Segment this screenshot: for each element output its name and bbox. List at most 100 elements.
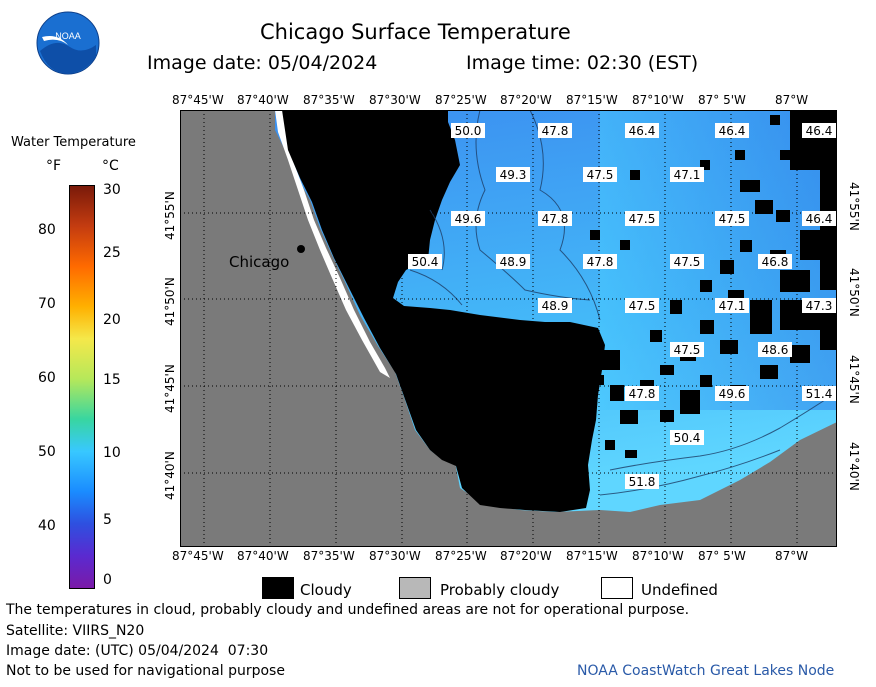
- lon-tick-label: 87°45'W: [172, 93, 224, 107]
- satellite: Satellite: VIIRS_N20: [6, 623, 145, 639]
- lon-tick-label: 87°10'W: [632, 93, 684, 107]
- lon-tick-label: 87°25'W: [435, 93, 487, 107]
- c-tick: 0: [103, 572, 112, 588]
- lat-tick-label: 41°50'N: [163, 277, 177, 326]
- temp-label-bg: [715, 386, 749, 401]
- temperature-labels: 50.0 47.8 46.4 46.4 46.4 49.3 47.5 47.1 49.6 47.8…: [408, 123, 836, 489]
- temp-label-bg: [758, 254, 792, 269]
- temp-label: 48.9: [542, 299, 569, 313]
- city-label: Chicago: [229, 253, 290, 271]
- map-grid: [180, 110, 837, 547]
- temp-label-bg: [451, 211, 485, 226]
- temp-label-bg: [496, 167, 530, 182]
- temp-label-bg: [802, 298, 836, 313]
- lon-tick-label: 87°35'W: [303, 549, 355, 563]
- temp-label: 47.5: [719, 212, 746, 226]
- cloudy-swatch: [262, 577, 294, 599]
- temp-label-bg: [625, 211, 659, 226]
- lon-tick-label: 87°15'W: [566, 549, 618, 563]
- c-tick: 5: [103, 512, 112, 528]
- lon-tick-label: 87° 5'W: [698, 93, 746, 107]
- lat-tick-label: 41°40'N: [163, 451, 177, 500]
- temp-label-bg: [408, 254, 442, 269]
- temp-label: 49.6: [455, 212, 482, 226]
- temp-label-bg: [451, 123, 485, 138]
- temp-label: 49.6: [719, 387, 746, 401]
- temp-label-bg: [625, 298, 659, 313]
- lon-tick-label: 87°30'W: [369, 93, 421, 107]
- temp-label-bg: [715, 211, 749, 226]
- temp-label: 47.8: [542, 212, 569, 226]
- lon-tick-label: 87°10'W: [632, 549, 684, 563]
- temp-label: 49.3: [500, 168, 527, 182]
- c-tick: 20: [103, 312, 121, 328]
- temp-label: 46.4: [629, 124, 656, 138]
- f-tick: 50: [38, 444, 56, 460]
- temp-label: 50.0: [455, 124, 482, 138]
- lon-tick-label: 87°45'W: [172, 549, 224, 563]
- temp-label-bg: [670, 342, 704, 357]
- lat-tick-label: 41°50'N: [847, 268, 861, 317]
- lat-tick-label: 41°55'N: [163, 191, 177, 240]
- lon-tick-label: 87°30'W: [369, 549, 421, 563]
- temp-label-bg: [625, 386, 659, 401]
- temp-label: 47.5: [629, 212, 656, 226]
- temp-label: 47.5: [587, 168, 614, 182]
- map-border: [180, 110, 837, 547]
- cloud-mass: [282, 110, 605, 512]
- lon-tick-label: 87°40'W: [237, 93, 289, 107]
- temp-label-bg: [496, 254, 530, 269]
- lon-tick-label: 87° 5'W: [698, 549, 746, 563]
- color-bar: [69, 185, 95, 589]
- temp-label-bg: [625, 474, 659, 489]
- c-tick: 25: [103, 245, 121, 261]
- temp-label: 47.1: [719, 299, 746, 313]
- credit-link[interactable]: NOAA CoastWatch Great Lakes Node: [577, 663, 835, 679]
- temp-label: 47.8: [629, 387, 656, 401]
- lon-tick-label: 87°15'W: [566, 93, 618, 107]
- page-title: Chicago Surface Temperature: [260, 20, 571, 44]
- unit-f: °F: [46, 158, 62, 174]
- temp-label-bg: [583, 254, 617, 269]
- logo-text: NOAA: [55, 31, 81, 41]
- undefined-label: Undefined: [641, 581, 718, 599]
- lat-tick-label: 41°40'N: [847, 442, 861, 491]
- lon-tick-label: 87°20'W: [500, 93, 552, 107]
- temp-label: 51.8: [629, 475, 656, 489]
- temp-label: 47.5: [674, 255, 701, 269]
- temp-label-bg: [670, 167, 704, 182]
- lat-tick-label: 41°45'N: [847, 355, 861, 404]
- f-tick: 70: [38, 296, 56, 312]
- temp-label: 47.8: [542, 124, 569, 138]
- lon-tick-label: 87°25'W: [435, 549, 487, 563]
- c-tick: 30: [103, 182, 121, 198]
- temp-label-bg: [802, 386, 836, 401]
- temp-label: 47.1: [674, 168, 701, 182]
- chicago-marker: [297, 245, 305, 253]
- temp-label-bg: [538, 123, 572, 138]
- temp-label-bg: [538, 298, 572, 313]
- temp-label-bg: [758, 342, 792, 357]
- cloudy-label: Cloudy: [300, 581, 352, 599]
- temp-label: 47.5: [674, 343, 701, 357]
- lon-tick-label: 87°W: [775, 93, 809, 107]
- disclaimer: The temperatures in cloud, probably clou…: [6, 602, 690, 618]
- undefined-swatch: [601, 577, 633, 599]
- f-tick: 40: [38, 518, 56, 534]
- unit-c: °C: [102, 158, 119, 174]
- temp-label-bg: [802, 211, 836, 226]
- sst-map: 50.0 47.8 46.4 46.4 46.4 49.3 47.5 47.1 49.6 47.8…: [180, 110, 837, 547]
- temp-label-bg: [802, 123, 836, 138]
- temp-label: 46.8: [762, 255, 789, 269]
- temp-label: 46.4: [719, 124, 746, 138]
- f-tick: 60: [38, 370, 56, 386]
- temp-label: 47.3: [806, 299, 833, 313]
- lon-tick-label: 87°35'W: [303, 93, 355, 107]
- temp-label-bg: [715, 123, 749, 138]
- temp-label-bg: [670, 254, 704, 269]
- temp-label: 46.4: [806, 124, 833, 138]
- temp-label: 47.5: [629, 299, 656, 313]
- temp-label-bg: [625, 123, 659, 138]
- probably-cloudy-label: Probably cloudy: [440, 581, 560, 599]
- lat-tick-label: 41°55'N: [847, 182, 861, 231]
